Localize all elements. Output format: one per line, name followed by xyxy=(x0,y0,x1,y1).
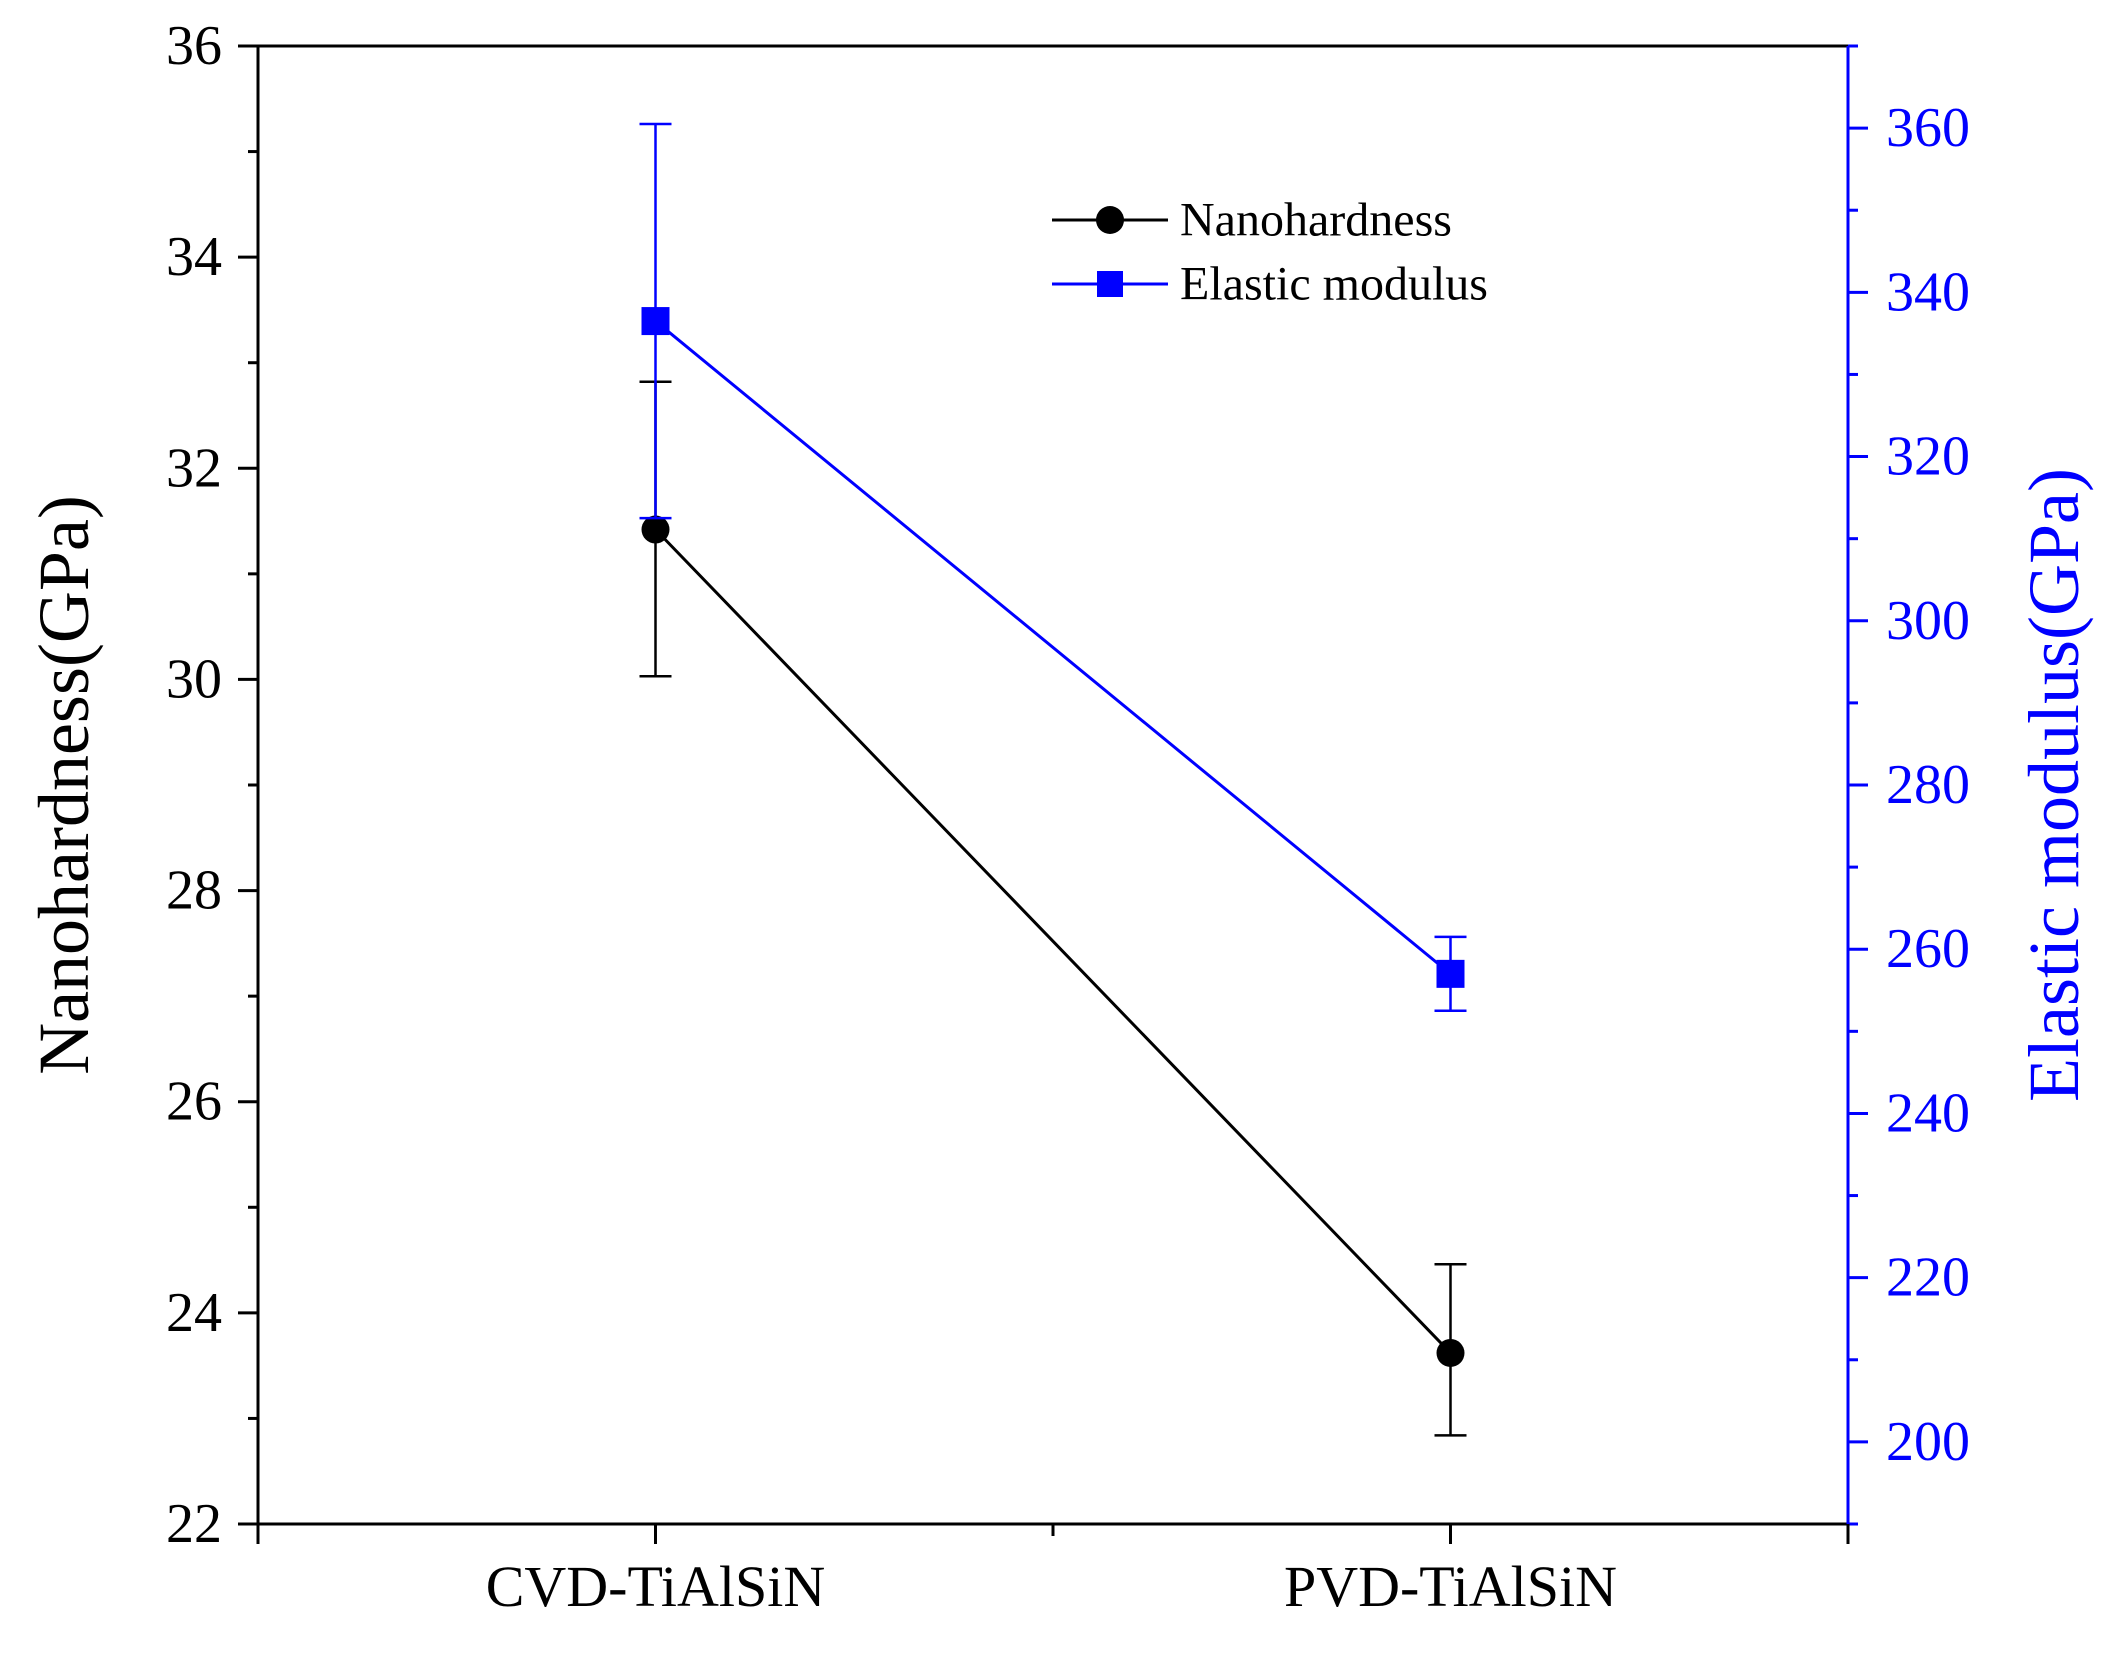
series-layer xyxy=(639,122,1467,1437)
legend: Nanohardness Elastic modulus xyxy=(1052,194,1488,311)
right-y-tick-label: 280 xyxy=(1886,754,1970,816)
series-nanohardness xyxy=(639,380,1467,1437)
axes-layer: 22 24 26 28 30 32 34 36 200 220 240 260 280 300 320 340… xyxy=(24,15,2094,1619)
right-y-tick-label: 360 xyxy=(1886,97,1970,159)
right-y-tick-label: 200 xyxy=(1886,1411,1970,1473)
data-point-square xyxy=(641,307,670,336)
x-tick-label: PVD-TiAlSiN xyxy=(1284,1554,1617,1619)
left-y-tick-label: 30 xyxy=(166,648,222,710)
data-point-square xyxy=(1436,959,1465,988)
series-elastic-modulus xyxy=(639,122,1467,1013)
series-line xyxy=(654,319,1452,976)
legend-label: Elastic modulus xyxy=(1180,258,1488,311)
right-y-tick-label: 220 xyxy=(1886,1247,1970,1309)
right-y-tick-label: 340 xyxy=(1886,261,1970,323)
left-y-tick-label: 32 xyxy=(166,437,222,499)
series-line xyxy=(654,528,1452,1355)
left-y-tick-label: 26 xyxy=(166,1071,222,1133)
left-y-axis-title: Nanohardness(GPa) xyxy=(24,495,104,1075)
left-y-tick-label: 22 xyxy=(166,1493,222,1555)
legend-marker-square xyxy=(1097,271,1123,297)
right-y-tick-label: 320 xyxy=(1886,426,1970,488)
left-y-tick-label: 34 xyxy=(166,226,222,288)
right-y-tick-label: 260 xyxy=(1886,918,1970,980)
right-y-tick-label: 240 xyxy=(1886,1082,1970,1144)
legend-marker-circle xyxy=(1096,206,1124,234)
right-y-axis-title: Elastic modulus(GPa) xyxy=(2014,468,2094,1102)
left-y-tick-label: 36 xyxy=(166,15,222,77)
legend-label: Nanohardness xyxy=(1180,194,1452,247)
data-point-circle xyxy=(641,515,670,544)
left-y-tick-label: 24 xyxy=(166,1282,222,1344)
right-y-tick-label: 300 xyxy=(1886,590,1970,652)
data-point-circle xyxy=(1436,1338,1465,1367)
x-tick-label: CVD-TiAlSiN xyxy=(486,1554,826,1619)
left-y-tick-label: 28 xyxy=(166,860,222,922)
